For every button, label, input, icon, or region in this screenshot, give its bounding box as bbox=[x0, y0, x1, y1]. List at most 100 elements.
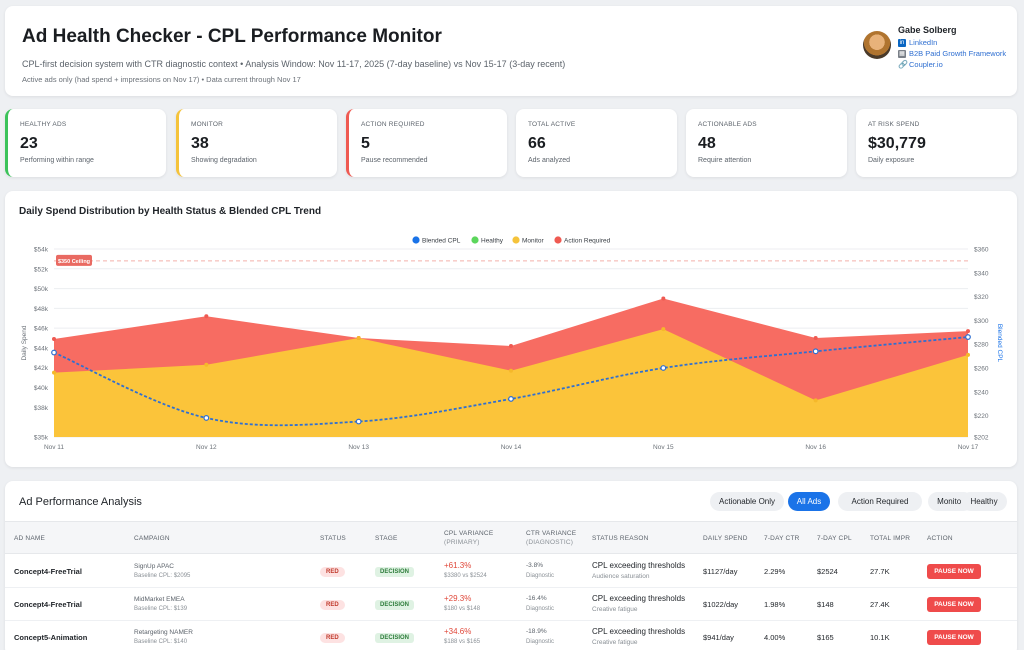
ctr-variance-detail: Diagnostic bbox=[526, 639, 555, 645]
column-header: STAGE bbox=[375, 534, 398, 543]
column-header-label: STATUS bbox=[320, 535, 346, 542]
pause-now-button[interactable]: PAUSE NOW bbox=[927, 597, 981, 612]
y-tick-label: $50k bbox=[34, 286, 49, 293]
daily-spend: $941/day bbox=[703, 633, 734, 642]
column-header: 7-DAY CPL bbox=[817, 534, 852, 543]
y2-tick-label: $260 bbox=[974, 365, 989, 372]
monitor-point bbox=[52, 370, 56, 375]
ad-name: Concept5-Animation bbox=[14, 633, 88, 642]
kpi-label: MONITOR bbox=[191, 121, 223, 128]
y2-tick-label: $220 bbox=[974, 413, 989, 420]
kpi-card-at-risk-spend: AT RISK SPEND $30,779 Daily exposure bbox=[856, 109, 1017, 177]
framework-label: B2B Paid Growth Framework bbox=[909, 49, 1007, 58]
y2-axis-label: Blended CPL bbox=[996, 324, 1003, 363]
status-badge: RED bbox=[320, 633, 345, 643]
column-header: CPL VARIANCE (PRIMARY) bbox=[444, 529, 493, 547]
page-subtitle: CPL-first decision system with CTR diagn… bbox=[22, 59, 566, 69]
campaign-name: Retargeting NAMER bbox=[134, 629, 193, 636]
x-tick-label: Nov 11 bbox=[44, 444, 64, 451]
linkedin-label: LinkedIn bbox=[909, 38, 938, 47]
y2-tick-label: $320 bbox=[974, 294, 989, 301]
stage-badge: DECISION bbox=[375, 600, 415, 610]
baseline-cpl: Baseline CPL: $139 bbox=[134, 606, 188, 612]
legend-label: Action Required bbox=[564, 238, 611, 245]
filter-all-ads[interactable]: All Ads bbox=[788, 492, 830, 511]
legend-label: Blended CPL bbox=[422, 238, 461, 245]
pause-now-button[interactable]: PAUSE NOW bbox=[927, 564, 981, 579]
header-card: Ad Health Checker - CPL Performance Moni… bbox=[5, 6, 1017, 96]
monitor-area bbox=[54, 329, 968, 437]
avatar bbox=[863, 31, 891, 59]
blended-cpl-point bbox=[51, 349, 57, 356]
kpi-label: ACTION REQUIRED bbox=[361, 121, 425, 128]
blended-cpl-point bbox=[965, 334, 971, 340]
y2-tick-label: $202 bbox=[974, 435, 989, 442]
monitor-point bbox=[661, 327, 666, 332]
y2-tick-label: $240 bbox=[974, 389, 989, 396]
kpi-value: 5 bbox=[361, 135, 370, 152]
y-tick-label: $48k bbox=[34, 306, 49, 313]
legend-label: Monitor bbox=[522, 238, 545, 245]
linkedin-icon: in bbox=[898, 38, 906, 47]
column-header-label: (PRIMARY) bbox=[444, 539, 480, 546]
kpi-label: TOTAL ACTIVE bbox=[528, 121, 576, 128]
column-header: CTR VARIANCE (DIAGNOSTIC) bbox=[526, 529, 576, 547]
baseline-cpl: Baseline CPL: $140 bbox=[134, 639, 188, 645]
ctr-variance-detail: Diagnostic bbox=[526, 606, 555, 612]
column-header-label: AD NAME bbox=[14, 535, 46, 542]
monitor-point bbox=[966, 352, 970, 357]
daily-spend: $1022/day bbox=[703, 600, 739, 609]
status-reason-detail: Creative fatigue bbox=[592, 639, 638, 646]
x-tick-label: Nov 16 bbox=[805, 444, 826, 451]
ceiling-label: $350 Ceiling bbox=[58, 259, 90, 265]
column-header-label: 7-DAY CPL bbox=[817, 535, 852, 542]
column-header: 7-DAY CTR bbox=[764, 534, 800, 543]
link-icon: 🔗 bbox=[898, 59, 908, 69]
x-tick-label: Nov 12 bbox=[196, 444, 217, 451]
table-header: AD NAME CAMPAIGN STATUS STAGE CPL VARIANCE (P… bbox=[5, 521, 1017, 554]
table-row[interactable]: Concept4-FreeTrial SignUp APAC Baseline CP… bbox=[5, 555, 1017, 588]
coupler-link[interactable]: 🔗 Coupler.io bbox=[898, 60, 943, 69]
y2-tick-label: $280 bbox=[974, 342, 989, 349]
column-header: STATUS REASON bbox=[592, 534, 649, 543]
daily-spend: $1127/day bbox=[703, 567, 738, 576]
ctr-variance-detail: Diagnostic bbox=[526, 573, 555, 579]
table-row[interactable]: Concept4-FreeTrial MidMarket EMEA Baseline… bbox=[5, 588, 1017, 621]
linkedin-link[interactable]: in LinkedIn bbox=[898, 38, 937, 47]
author-name: Gabe Solberg bbox=[898, 25, 957, 35]
monitor-point bbox=[356, 336, 361, 341]
column-header-label: CTR VARIANCE bbox=[526, 530, 577, 537]
column-header-label: ACTION bbox=[927, 535, 953, 542]
legend-swatch bbox=[412, 236, 420, 244]
framework-link[interactable]: ▦ B2B Paid Growth Framework bbox=[898, 49, 1006, 58]
table-row[interactable]: Concept5-Animation Retargeting NAMER Basel… bbox=[5, 621, 1017, 650]
x-tick-label: Nov 13 bbox=[348, 444, 369, 451]
pause-now-button[interactable]: PAUSE NOW bbox=[927, 630, 981, 645]
ctr-variance: -3.8% bbox=[526, 562, 543, 569]
action-required-point bbox=[509, 343, 513, 348]
stage-badge: DECISION bbox=[375, 567, 415, 577]
status-reason: CPL exceeding thresholds bbox=[592, 594, 686, 603]
coupler-label: Coupler.io bbox=[909, 60, 943, 69]
baseline-cpl: Baseline CPL: $2095 bbox=[134, 573, 191, 579]
y-tick-label: $38k bbox=[34, 405, 49, 412]
ad-name: Concept4-FreeTrial bbox=[14, 600, 82, 609]
monitor-point bbox=[509, 368, 513, 373]
filter-healthy[interactable]: Healthy bbox=[961, 492, 1007, 511]
y2-tick-label: $340 bbox=[974, 270, 989, 277]
blended-cpl-point bbox=[203, 415, 210, 421]
filter-action-required[interactable]: Action Required bbox=[838, 492, 922, 511]
blended-cpl-point bbox=[508, 396, 514, 402]
cpl-variance: +34.6% bbox=[444, 627, 472, 636]
column-header-label: DAILY SPEND bbox=[703, 535, 748, 542]
ad-name: Concept4-FreeTrial bbox=[14, 567, 82, 576]
monitor-point bbox=[813, 398, 818, 403]
y2-tick-label: $300 bbox=[974, 318, 989, 325]
kpi-sub: Pause recommended bbox=[361, 157, 428, 164]
seven-day-cpl: $148 bbox=[817, 600, 834, 609]
cpl-variance-detail: $188 vs $165 bbox=[444, 639, 481, 645]
y-tick-label: $42k bbox=[34, 365, 49, 372]
seven-day-ctr: 1.98% bbox=[764, 600, 786, 609]
kpi-label: ACTIONABLE ADS bbox=[698, 121, 757, 128]
filter-actionable-only[interactable]: Actionable Only bbox=[710, 492, 784, 511]
